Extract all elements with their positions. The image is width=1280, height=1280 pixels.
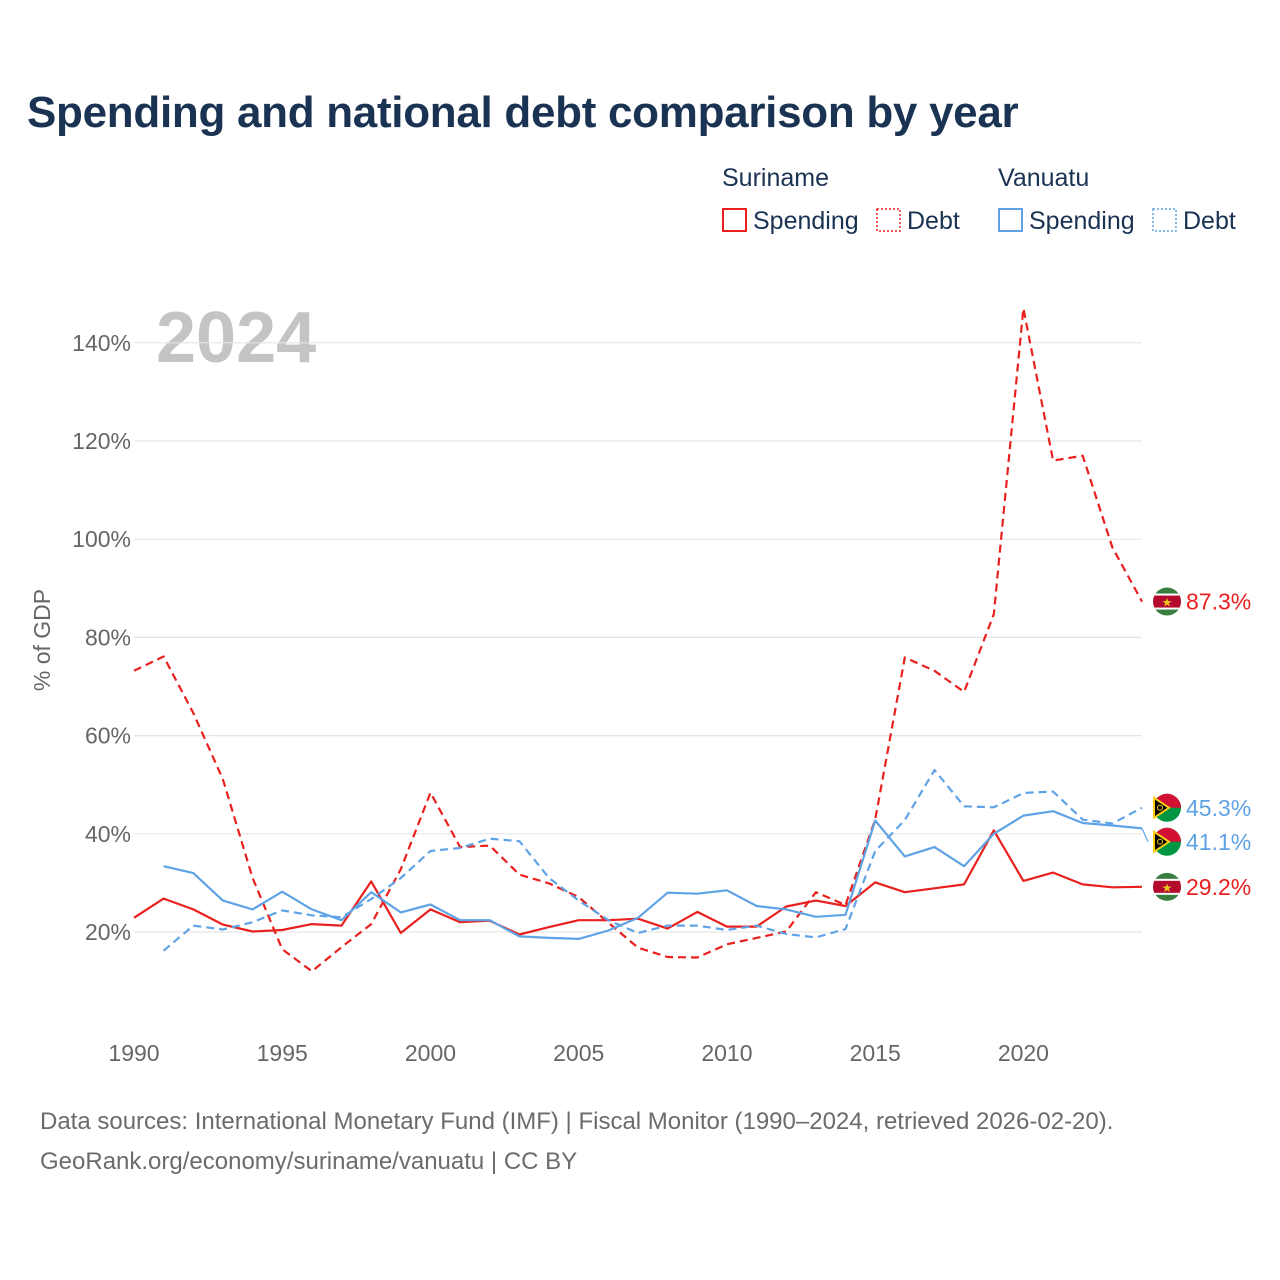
source-text: Data sources: International Monetary Fun…	[40, 1108, 1113, 1136]
vanuatu-flag-icon	[1153, 828, 1181, 856]
y-tick-label: 20%	[85, 919, 131, 945]
legend-item-vanuatu-spending[interactable]: Spending	[999, 207, 1135, 235]
x-tick-label: 2010	[701, 1040, 752, 1066]
legend-swatch	[877, 209, 900, 231]
x-tick-label: 2005	[553, 1040, 604, 1066]
svg-text:★: ★	[1162, 596, 1173, 610]
suriname-flag-icon: ★	[1153, 588, 1181, 616]
y-tick-label: 60%	[85, 723, 131, 749]
x-tick-label: 2000	[405, 1040, 456, 1066]
end-label-suriname-spending: ★ 29.2%	[1153, 873, 1251, 901]
svg-text:★: ★	[1162, 881, 1173, 895]
y-tick-label: 120%	[72, 428, 131, 454]
chart-canvas: 2024 20% 40% 60% 80% 100% 120% 140% 1990 1995 20…	[0, 0, 1280, 1280]
legend[interactable]: Suriname Spending Debt Vanuatu Spending Debt	[722, 164, 1236, 235]
legend-swatch	[1153, 209, 1176, 231]
suriname-flag-icon: ★	[1153, 873, 1181, 901]
series-line-vanuatu-spending	[164, 811, 1142, 939]
year-watermark: 2024	[156, 298, 316, 378]
end-label-leader	[1142, 828, 1148, 841]
legend-item-label: Debt	[907, 207, 960, 235]
legend-item-suriname-spending[interactable]: Spending	[723, 207, 859, 235]
legend-item-label: Spending	[753, 207, 859, 235]
x-tick-label: 2020	[998, 1040, 1049, 1066]
x-axis: 1990 1995 2000 2005 2010 2015 2020	[108, 1040, 1049, 1066]
legend-swatch	[723, 209, 746, 231]
x-tick-label: 1990	[108, 1040, 159, 1066]
legend-group-title: Suriname	[722, 164, 829, 192]
legend-item-vanuatu-debt[interactable]: Debt	[1153, 207, 1236, 235]
end-label-vanuatu-debt: 45.3%	[1153, 794, 1251, 822]
legend-item-label: Debt	[1183, 207, 1236, 235]
end-labels: ★ 87.3% 45.3% 41.1% ★ 29.2%	[1142, 588, 1251, 901]
series-lines	[134, 308, 1142, 971]
end-label-value: 45.3%	[1186, 795, 1251, 821]
legend-group-title: Vanuatu	[998, 164, 1089, 192]
y-axis-label: % of GDP	[29, 589, 55, 691]
legend-swatch	[999, 209, 1022, 231]
y-axis: 20% 40% 60% 80% 100% 120% 140%	[72, 330, 131, 945]
x-tick-label: 1995	[257, 1040, 308, 1066]
end-label-vanuatu-spending: 41.1%	[1142, 828, 1251, 856]
legend-item-label: Spending	[1029, 207, 1135, 235]
vanuatu-flag-icon	[1153, 794, 1181, 822]
x-tick-label: 2015	[850, 1040, 901, 1066]
legend-group-vanuatu[interactable]: Vanuatu Spending Debt	[998, 164, 1236, 235]
end-label-suriname-debt: ★ 87.3%	[1153, 588, 1251, 616]
end-label-value: 29.2%	[1186, 874, 1251, 900]
y-tick-label: 140%	[72, 330, 131, 356]
end-label-value: 87.3%	[1186, 589, 1251, 615]
y-tick-label: 80%	[85, 624, 131, 650]
y-tick-label: 100%	[72, 526, 131, 552]
series-line-suriname-debt	[134, 308, 1142, 971]
end-label-value: 41.1%	[1186, 829, 1251, 855]
legend-item-suriname-debt[interactable]: Debt	[877, 207, 960, 235]
y-tick-label: 40%	[85, 821, 131, 847]
gridlines	[134, 343, 1142, 932]
legend-group-suriname[interactable]: Suriname Spending Debt	[722, 164, 960, 235]
source-link-text[interactable]: GeoRank.org/economy/suriname/vanuatu | C…	[40, 1148, 577, 1176]
